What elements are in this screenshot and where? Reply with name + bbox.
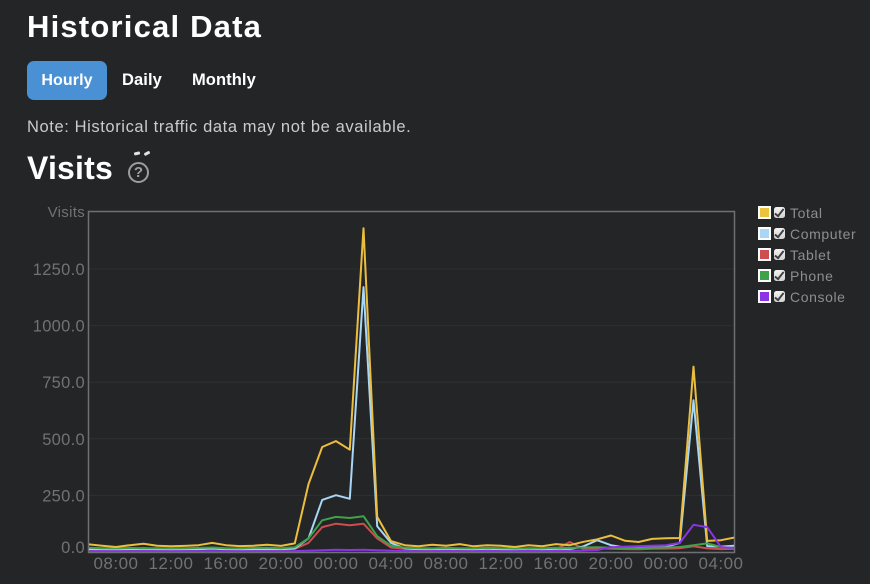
svg-text:12:00: 12:00 <box>478 554 523 573</box>
svg-text:12:00: 12:00 <box>148 554 193 573</box>
svg-text:08:00: 08:00 <box>93 554 138 573</box>
svg-text:0.0: 0.0 <box>61 539 85 557</box>
svg-text:04:00: 04:00 <box>368 554 413 573</box>
svg-text:16:00: 16:00 <box>203 554 248 573</box>
svg-text:00:00: 00:00 <box>643 554 688 573</box>
svg-text:250.0: 250.0 <box>42 487 85 505</box>
svg-text:04:00: 04:00 <box>698 554 743 573</box>
svg-text:08:00: 08:00 <box>423 554 468 573</box>
svg-text:16:00: 16:00 <box>533 554 578 573</box>
svg-text:20:00: 20:00 <box>588 554 633 573</box>
svg-text:1000.0: 1000.0 <box>33 318 85 336</box>
svg-text:1250.0: 1250.0 <box>33 261 85 279</box>
svg-text:750.0: 750.0 <box>42 374 85 392</box>
svg-text:500.0: 500.0 <box>42 431 85 449</box>
svg-text:20:00: 20:00 <box>258 554 303 573</box>
svg-text:Visits: Visits <box>48 204 85 221</box>
svg-text:00:00: 00:00 <box>313 554 358 573</box>
